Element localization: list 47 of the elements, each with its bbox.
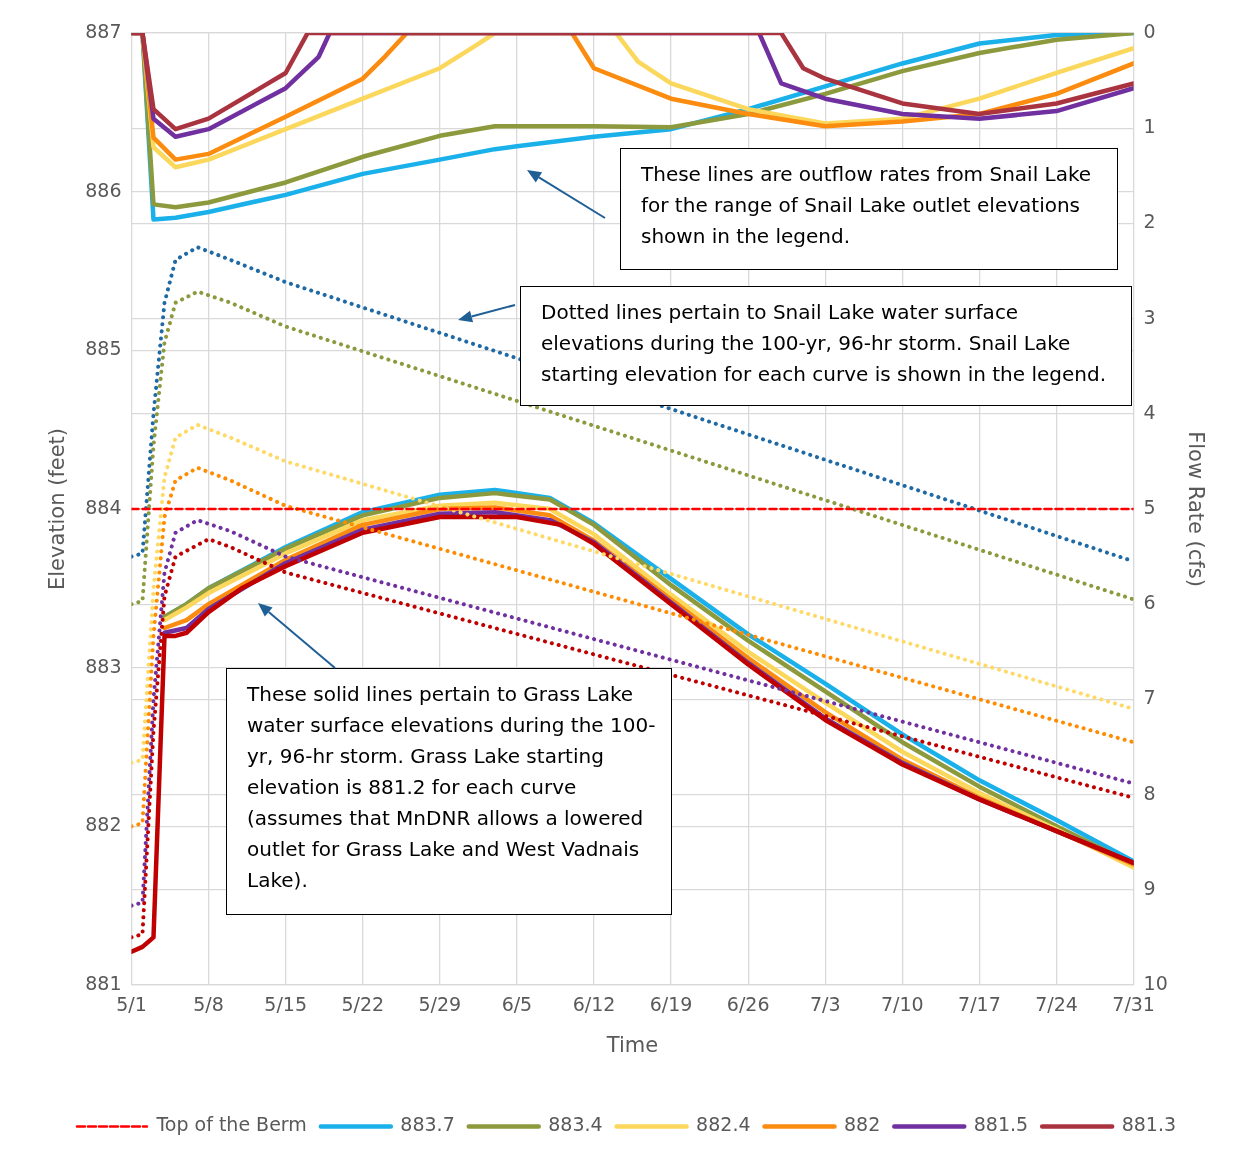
x-tick-label: 6/19 bbox=[649, 993, 693, 1016]
x-tick-label: 7/3 bbox=[809, 993, 841, 1016]
y-tick-label: 882 bbox=[85, 813, 122, 836]
y-tick-label: 881 bbox=[85, 971, 122, 994]
line-series bbox=[131, 465, 1134, 829]
y2-tick-label: 3 bbox=[1143, 305, 1156, 328]
x-tick-label: 5/15 bbox=[264, 993, 307, 1016]
legend-label: 883.7 bbox=[400, 1113, 455, 1136]
y-tick-label: 883 bbox=[85, 654, 122, 677]
x-tick-label: 5/22 bbox=[341, 993, 385, 1016]
legend-label: 881.3 bbox=[1121, 1113, 1177, 1136]
y-axis-title: Elevation (feet) bbox=[45, 427, 70, 591]
y2-tick-label: 6 bbox=[1143, 591, 1156, 614]
x-tick-label: 7/24 bbox=[1035, 993, 1078, 1016]
note-box: Dotted lines pertain to Snail Lake water surface elevations during the 100-yr, 96-hr storm. Snail Lake starting elevation for each curve is shown in the legend. bbox=[520, 286, 1132, 406]
y2-tick-label: 2 bbox=[1143, 210, 1156, 233]
y2-tick-label: 0 bbox=[1143, 19, 1156, 42]
y2-tick-label: 1 bbox=[1143, 115, 1156, 138]
x-axis-title: Time bbox=[605, 1032, 659, 1057]
x-tick-label: 6/26 bbox=[726, 993, 770, 1016]
y2-tick-label: 10 bbox=[1143, 971, 1168, 994]
y2-tick-label: 5 bbox=[1143, 495, 1156, 518]
x-tick-label: 5/1 bbox=[116, 993, 147, 1016]
legend-label: 882.4 bbox=[696, 1113, 751, 1136]
legend-label: 882 bbox=[844, 1113, 881, 1136]
line-series bbox=[131, 289, 1134, 607]
y2-tick-label: 8 bbox=[1143, 781, 1156, 804]
x-tick-label: 6/5 bbox=[501, 993, 533, 1016]
legend-label: Top of the Berm bbox=[155, 1113, 307, 1136]
y-tick-label: 884 bbox=[85, 495, 122, 518]
legend-label: 881.5 bbox=[973, 1113, 1029, 1136]
y2-tick-label: 4 bbox=[1143, 400, 1156, 423]
y-tick-label: 886 bbox=[85, 178, 122, 201]
note-box: These lines are outflow rates from Snail Lake for the range of Snail Lake outlet elevations shown in the legend. bbox=[620, 148, 1118, 270]
y-tick-label: 887 bbox=[85, 19, 122, 42]
x-tick-label: 7/17 bbox=[958, 993, 1001, 1016]
y-tick-label: 885 bbox=[85, 337, 122, 360]
y2-tick-label: 9 bbox=[1143, 876, 1156, 899]
y2-tick-label: 7 bbox=[1143, 686, 1156, 709]
note-box: These solid lines pertain to Grass Lake water surface elevations during the 100-yr, 96-hr storm. Grass Lake starting elevation is 881.2 for each curve (assumes that MnDNR allows a lowered outlet for Grass Lake and West Vadnais Lake). bbox=[226, 668, 672, 915]
y2-axis-title: Flow Rate (cfs) bbox=[1183, 431, 1208, 587]
x-tick-label: 5/29 bbox=[418, 993, 462, 1016]
x-tick-label: 6/12 bbox=[572, 993, 616, 1016]
x-tick-label: 7/31 bbox=[1112, 993, 1155, 1016]
x-tick-label: 7/10 bbox=[881, 993, 924, 1016]
legend-label: 883.4 bbox=[548, 1113, 603, 1136]
x-tick-label: 5/8 bbox=[193, 993, 224, 1016]
